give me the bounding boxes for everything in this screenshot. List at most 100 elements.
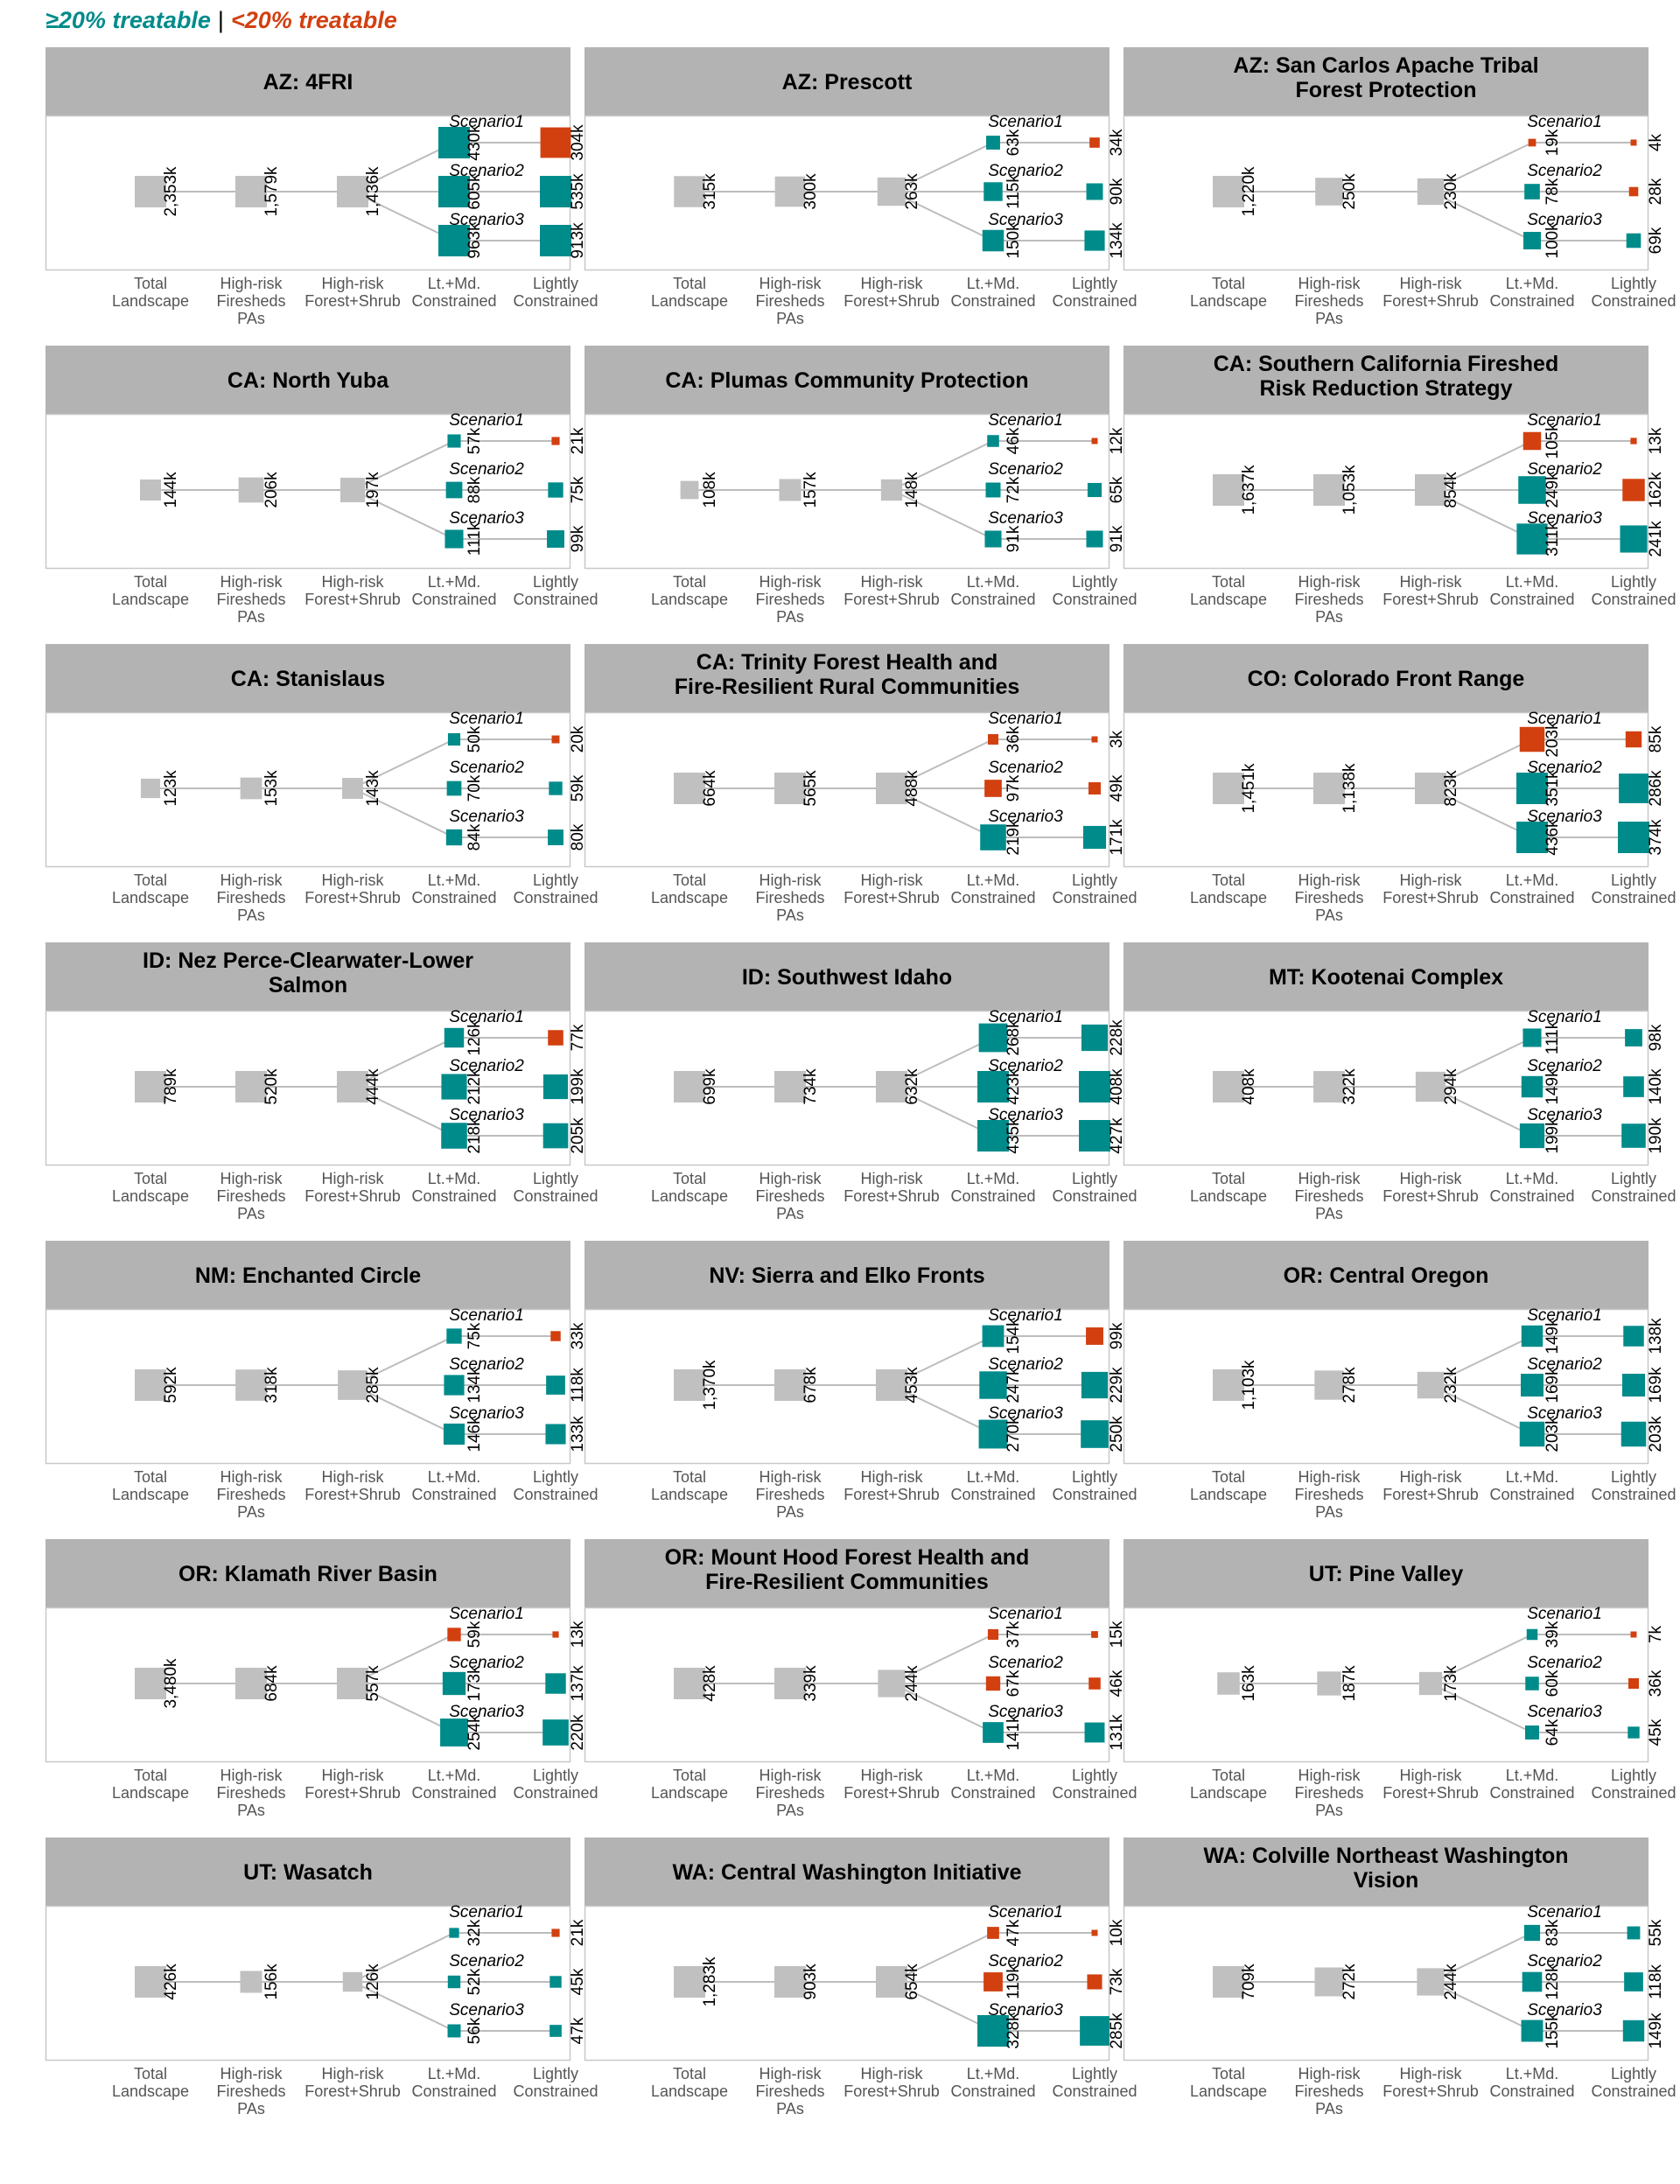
firesheds-pas-marker	[774, 1071, 806, 1102]
flow-line	[352, 1335, 455, 1386]
total-landscape-marker	[140, 778, 161, 799]
forest-shrub-marker	[880, 479, 903, 501]
lightly-label: 408k	[1108, 1068, 1126, 1105]
total-landscape-marker	[135, 1668, 166, 1699]
total-landscape-label: 709k	[1240, 1964, 1258, 2000]
lightly-label: 203k	[1647, 1416, 1665, 1452]
stage-label: Total	[1212, 573, 1245, 591]
forest-shrub-label: 143k	[364, 770, 382, 807]
forest-shrub-label: 126k	[364, 1964, 382, 2000]
stage-label: Lightly	[1072, 1468, 1117, 1486]
stage-label: Forest+Shrub	[304, 591, 401, 608]
ltmd-label: 311k	[1544, 522, 1562, 556]
stage-label: Constrained	[1591, 292, 1676, 310]
flow-line	[1430, 489, 1533, 540]
flow-line	[352, 1384, 455, 1435]
stage-label: Lt.+Md.	[967, 1170, 1020, 1187]
scenario-label: Scenario2	[988, 1057, 1063, 1075]
flow-line	[352, 142, 455, 192]
lightly-marker	[1089, 137, 1100, 148]
ltmd-label: 72k	[1004, 476, 1023, 503]
lightly-label: 140k	[1647, 1068, 1665, 1105]
stage-label: High-risk	[860, 1468, 923, 1486]
firesheds-pas-label: 322k	[1340, 1068, 1359, 1105]
stage-label: Forest+Shrub	[304, 889, 401, 906]
scenario-label: Scenario3	[1527, 1106, 1602, 1124]
scenario-label: Scenario1	[1527, 411, 1602, 430]
stage-label: High-risk	[321, 1170, 384, 1187]
stage-label: High-risk	[220, 1468, 283, 1486]
lightly-label: 45k	[1647, 1718, 1665, 1746]
panel: OR: Mount Hood Forest Health andFire-Res…	[584, 1539, 1138, 1819]
lightly-marker	[1091, 1929, 1098, 1936]
stage-label: Constrained	[1052, 1784, 1137, 1802]
lightly-label: 36k	[1647, 1670, 1665, 1697]
ltmd-marker	[979, 1371, 1007, 1399]
stage-label: Constrained	[411, 1784, 496, 1802]
lightly-label: 55k	[1647, 1919, 1665, 1946]
stage-label: Constrained	[1489, 1187, 1574, 1205]
ltmd-marker	[982, 229, 1004, 252]
ltmd-marker	[987, 1628, 999, 1641]
stage-label: PAs	[776, 310, 804, 327]
firesheds-pas-marker	[774, 1369, 806, 1401]
firesheds-pas-label: 318k	[262, 1367, 281, 1404]
flow-line	[352, 788, 455, 838]
stage-label: Lt.+Md.	[967, 872, 1020, 889]
ltmd-marker	[985, 1676, 1001, 1691]
ltmd-label: 247k	[1004, 1367, 1023, 1404]
ltmd-marker	[980, 824, 1006, 850]
scenario-label: Scenario1	[1527, 1903, 1602, 1922]
stage-label: PAs	[237, 2100, 265, 2118]
forest-shrub-label: 232k	[1442, 1367, 1460, 1404]
flow-line	[1430, 1384, 1533, 1435]
flow-line	[1430, 1086, 1533, 1137]
ltmd-label: 254k	[466, 1714, 484, 1751]
stage-label: Constrained	[513, 889, 598, 906]
ltmd-label: 111k	[466, 522, 484, 556]
stage-label: Landscape	[112, 1486, 189, 1503]
stage-label: PAs	[237, 608, 265, 626]
lightly-label: 13k	[569, 1620, 587, 1648]
legend: ≥20% treatable | <20% treatable	[46, 7, 397, 34]
panel-header	[46, 47, 570, 116]
panel-title: OR: Klamath River Basin	[178, 1562, 438, 1586]
ltmd-marker	[444, 1375, 465, 1396]
ltmd-label: 219k	[1004, 819, 1023, 856]
total-landscape-marker	[674, 773, 705, 804]
scenario-label: Scenario3	[449, 1404, 524, 1423]
stage-label: High-risk	[1298, 573, 1361, 591]
stage-label: High-risk	[860, 872, 923, 889]
panel-title: CA: North Yuba	[228, 368, 389, 393]
flow-line	[1430, 1683, 1533, 1733]
ltmd-label: 39k	[1544, 1620, 1562, 1648]
stage-label: Lt.+Md.	[967, 2065, 1020, 2082]
scenario-label: Scenario2	[1527, 162, 1602, 180]
stage-label: Firesheds	[216, 889, 285, 906]
ltmd-label: 203k	[1544, 1416, 1562, 1452]
stage-label: Lt.+Md.	[428, 2065, 481, 2082]
plot-frame	[1123, 1010, 1649, 1166]
lightly-label: 99k	[569, 525, 587, 552]
firesheds-pas-label: 520k	[262, 1068, 281, 1105]
stage-label: High-risk	[759, 573, 822, 591]
lightly-label: 20k	[569, 725, 587, 752]
flow-line	[352, 489, 455, 540]
stage-label: High-risk	[1298, 1767, 1361, 1784]
flow-line	[891, 1384, 994, 1435]
panel-header	[584, 1539, 1110, 1607]
stage-label: Lt.+Md.	[428, 573, 481, 591]
ltmd-label: 59k	[466, 1620, 484, 1648]
stage-label: Constrained	[1052, 2082, 1137, 2100]
stage-label: High-risk	[321, 573, 384, 591]
stage-label: Constrained	[513, 1187, 598, 1205]
scenario-label: Scenario3	[1527, 1404, 1602, 1423]
stage-label: Constrained	[1489, 2082, 1574, 2100]
lightly-marker	[542, 1719, 569, 1746]
stage-label: High-risk	[860, 275, 923, 292]
total-landscape-label: 3,480k	[162, 1658, 180, 1709]
total-landscape-label: 163k	[1240, 1665, 1258, 1702]
firesheds-pas-marker	[774, 1966, 806, 1998]
forest-shrub-label: 244k	[1442, 1964, 1460, 2000]
stage-label: PAs	[237, 310, 265, 327]
